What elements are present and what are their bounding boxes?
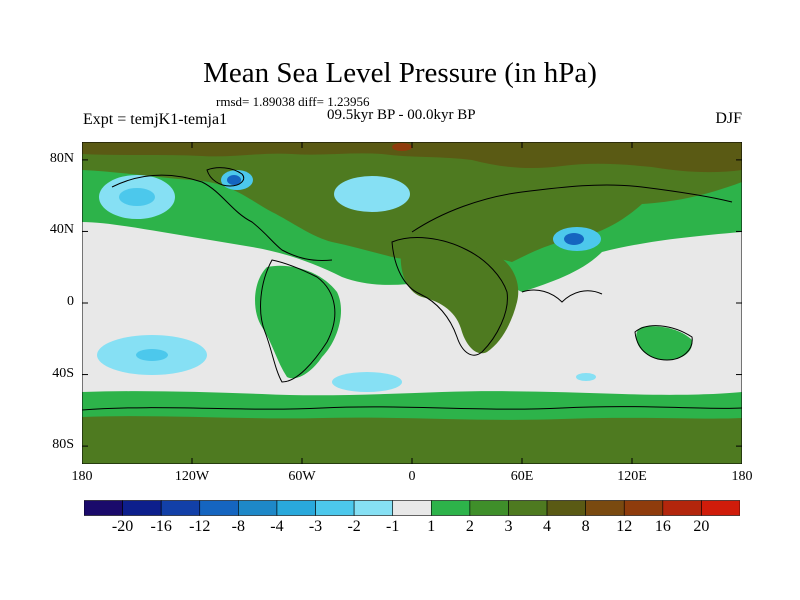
colorbar-label: 3	[504, 518, 513, 535]
low-tibet-core	[564, 233, 584, 245]
coast-north-america	[111, 174, 333, 261]
map-plot	[82, 142, 742, 464]
colorbar-label: 20	[693, 518, 710, 535]
colorbar-label: -1	[386, 518, 400, 535]
colorbar-label: 12	[616, 518, 633, 535]
colorbar	[84, 500, 740, 516]
lon-tick-label: 180	[71, 469, 93, 484]
low-south-pacific-core	[136, 349, 168, 361]
colorbar-label: -8	[231, 518, 245, 535]
low-south-indian	[576, 373, 596, 381]
lon-tick-label: 0	[408, 469, 416, 484]
coast-eurasia	[411, 184, 733, 233]
colorbar-label: -16	[150, 518, 172, 535]
colorbar-swatch	[585, 500, 625, 516]
field-arctic-brown	[82, 142, 742, 173]
lon-tick-label: 120W	[174, 469, 210, 484]
colorbar-swatch	[353, 500, 394, 516]
colorbar-swatch	[84, 500, 123, 516]
coast-south-asia	[521, 289, 603, 303]
colorbar-swatch	[508, 500, 548, 516]
low-south-atlantic	[332, 372, 402, 392]
colorbar-label: -12	[189, 518, 211, 535]
colorbar-swatch	[392, 500, 432, 516]
lat-tick-label: 80S	[52, 437, 74, 453]
colorbar-label: 4	[543, 518, 552, 535]
colorbar-swatch	[315, 500, 355, 516]
high-greenland	[392, 143, 412, 151]
lat-tick-label: 0	[67, 294, 74, 309]
colorbar-label: 8	[581, 518, 590, 535]
colorbar-swatch	[122, 500, 162, 516]
colorbar-label: -20	[111, 518, 134, 535]
map-ticks	[82, 142, 742, 464]
colorbar-swatch	[430, 500, 471, 516]
colorbar-label: 1	[427, 518, 436, 535]
lat-tick-label: 80N	[49, 150, 74, 166]
coast-australia	[634, 325, 693, 361]
coastlines	[82, 167, 742, 411]
colorbar-swatch	[199, 500, 239, 516]
lon-tick-label: 120E	[617, 469, 647, 484]
colorbar-label: -3	[308, 518, 323, 535]
colorbar-swatch	[238, 500, 278, 516]
colorbar-label: -2	[347, 518, 361, 535]
colorbar-swatch	[469, 500, 509, 516]
colorbar-label: 16	[654, 518, 671, 535]
coast-antarctica	[82, 406, 742, 411]
field-australia-green	[636, 326, 693, 360]
colorbar-label: 2	[465, 518, 474, 535]
season-label: DJF	[715, 110, 742, 127]
colorbar-swatch	[276, 500, 316, 516]
experiment-label: Expt = temjK1-temja1	[83, 111, 228, 128]
colorbar-label: -4	[270, 518, 284, 535]
colorbar-swatch	[546, 500, 586, 516]
lat-tick-label: 40S	[52, 365, 74, 381]
page-title: Mean Sea Level Pressure (in hPa)	[203, 57, 597, 89]
coast-south-america	[260, 259, 336, 383]
low-north-pacific-core	[119, 188, 155, 206]
field-antarctica	[82, 416, 742, 464]
lon-tick-label: 60W	[288, 469, 316, 484]
field-samerica-green	[255, 265, 342, 379]
lon-tick-label: 180	[731, 469, 753, 484]
colorbar-swatch	[160, 500, 201, 516]
period-label: 09.5kyr BP - 00.0kyr BP	[327, 107, 476, 123]
colorbar-swatch	[623, 500, 664, 516]
low-north-atlantic	[334, 176, 410, 212]
colorbar-swatch	[701, 500, 740, 516]
stats-text: rmsd= 1.89038 diff= 1.23956	[216, 94, 370, 109]
lon-tick-label: 60E	[510, 469, 534, 484]
coast-hudson-bay	[206, 167, 245, 187]
lat-tick-label: 40N	[49, 222, 74, 238]
coast-africa	[391, 237, 508, 356]
field-africa-olive	[400, 240, 519, 354]
low-hudson-core	[227, 175, 241, 185]
colorbar-swatch	[662, 500, 702, 516]
